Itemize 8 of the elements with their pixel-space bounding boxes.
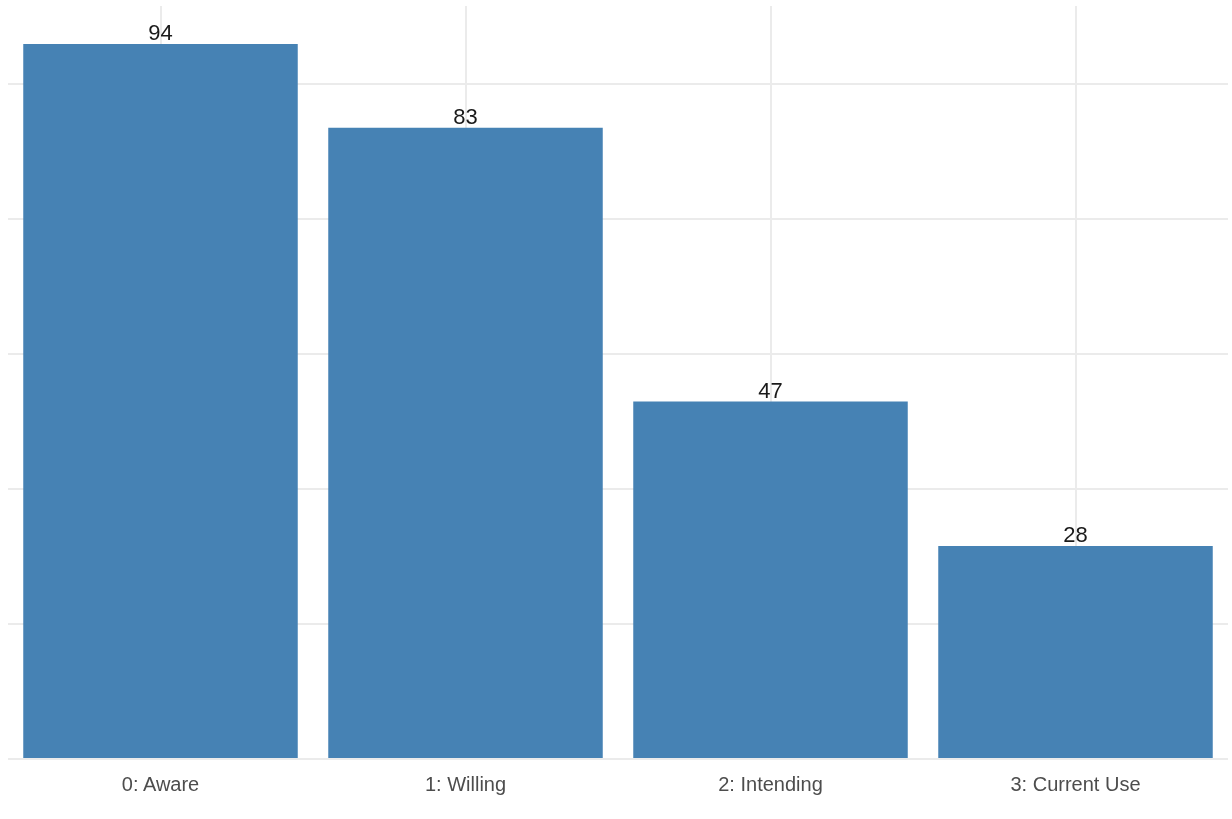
x-tick-label: 1: Willing [424,772,507,795]
x-tick-label: 3: Current Use [1010,772,1141,795]
x-tick-label: 0: Aware [121,772,200,795]
data-label: 94 [148,20,173,46]
data-label: 83 [453,103,478,129]
x-tick-label: 2: Intending [718,772,823,795]
data-label: 28 [1063,522,1088,548]
data-label: 47 [758,377,783,403]
